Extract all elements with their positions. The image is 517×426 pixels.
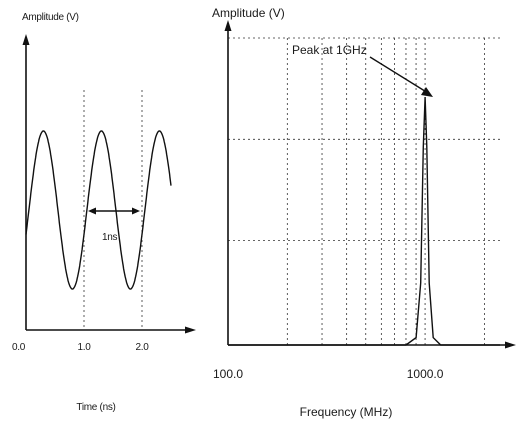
frequency-y-axis-arrowhead [224,20,232,31]
spectrum-peak [228,96,500,346]
frequency-x-axis-arrowhead [505,341,516,349]
peak-arrow-line [369,56,429,94]
time-x-tick-labels: 0.0 1.0 2.0 [12,342,150,353]
spectrum-line [228,96,500,346]
time-y-axis-arrowhead [22,34,30,45]
peak-annotation: Peak at 1GHz [292,43,367,57]
time-x-tick-label: 2.0 [135,342,149,353]
frequency-grid [228,37,500,345]
frequency-x-axis-label: Frequency (MHz) [300,405,393,419]
frequency-x-tick-label: 100.0 [213,367,243,381]
frequency-y-axis-label: Amplitude (V) [212,6,285,20]
time-domain-chart: 1ns Amplitude (V) 0.0 1.0 2.0 Time (ns) [12,12,196,413]
time-grid [83,90,143,330]
sine-wave [25,130,172,290]
time-x-tick-label: 1.0 [77,342,91,353]
frequency-x-tick-labels: 100.0 1000.0 [213,367,444,381]
time-x-axis-label: Time (ns) [76,402,115,413]
peak-marker: Peak at 1GHz [292,43,433,97]
time-x-tick-label: 0.0 [12,342,26,353]
period-arrow-left-head [88,207,96,215]
frequency-domain-chart: Peak at 1GHz Amplitude (V) 100.0 1000.0 F… [212,6,516,419]
period-annotation: 1ns [102,232,118,243]
period-arrow-right-head [132,207,140,215]
sine-wave-line [25,130,172,290]
period-marker: 1ns [88,207,140,243]
time-x-axis-arrowhead [185,326,196,334]
peak-arrow-head [421,87,433,97]
time-y-axis-label: Amplitude (V) [22,12,79,23]
frequency-x-tick-label: 1000.0 [407,367,444,381]
